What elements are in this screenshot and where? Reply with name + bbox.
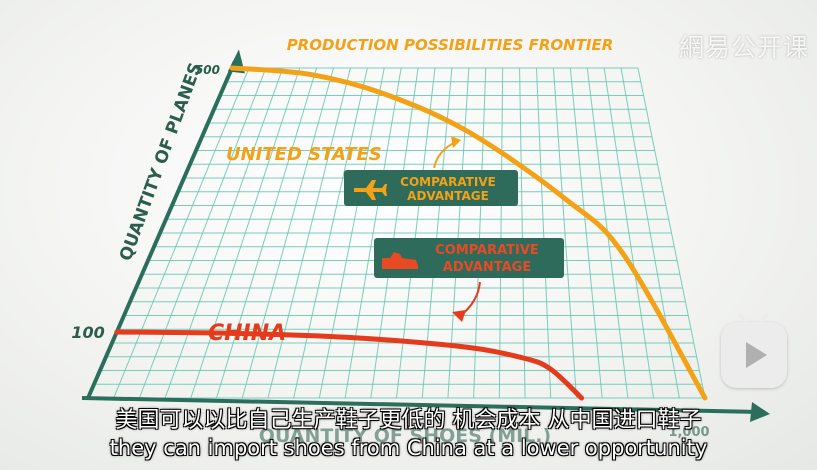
x-axis-arrowhead [750,402,770,422]
subtitle-english: they can import shoes from China at a lo… [109,436,708,460]
legend-label-china: CHINA [208,321,286,346]
y-tick-label: 500 [195,63,220,77]
chart-curves [114,65,708,401]
airplane-icon [354,180,387,200]
china-comparative-advantage-badge: COMPARATIVE ADVANTAGE [374,238,564,278]
chart-grid [87,67,706,399]
netease-watermark: 網易公开课 [678,33,809,62]
legend-label-united-states: UNITED STATES [226,144,382,165]
grid-line-vertical [620,67,680,399]
chart-title: PRODUCTION POSSIBILITIES FRONTIER [287,36,614,54]
shoe-icon [382,252,418,269]
y-axis-line [86,60,237,399]
us-badge-background [344,170,518,206]
x-axis-label: QUANTITY OF SHOES (MIL.) [259,425,551,447]
x-tick-label: 1,000 [668,425,709,440]
china-badge-line1: COMPARATIVE [435,243,539,258]
us-arrowhead [451,136,461,148]
us-badge-line1: COMPARATIVE [400,175,496,189]
grid-line-vertical [637,67,706,399]
us-comparative-advantage-badge: COMPARATIVE ADVANTAGE [344,170,518,206]
x-axis-line [81,396,761,414]
chart-tick-labels: 500 100 1,000 [71,63,709,440]
series-line-china [114,329,585,401]
us-badge-line2: ADVANTAGE [407,189,489,203]
china-arrowhead [452,310,466,322]
series-line-united-states [229,65,708,401]
y-tick-label: 100 [71,323,104,342]
china-badge-background [374,238,564,278]
china-badge-line2: ADVANTAGE [443,260,531,275]
grid-line-vertical [603,67,655,399]
bilibili-play-icon[interactable] [721,312,787,388]
subtitle-chinese: 美国可以以比自己生产鞋子更低的 机会成本 从中国进口鞋子 [115,408,702,433]
